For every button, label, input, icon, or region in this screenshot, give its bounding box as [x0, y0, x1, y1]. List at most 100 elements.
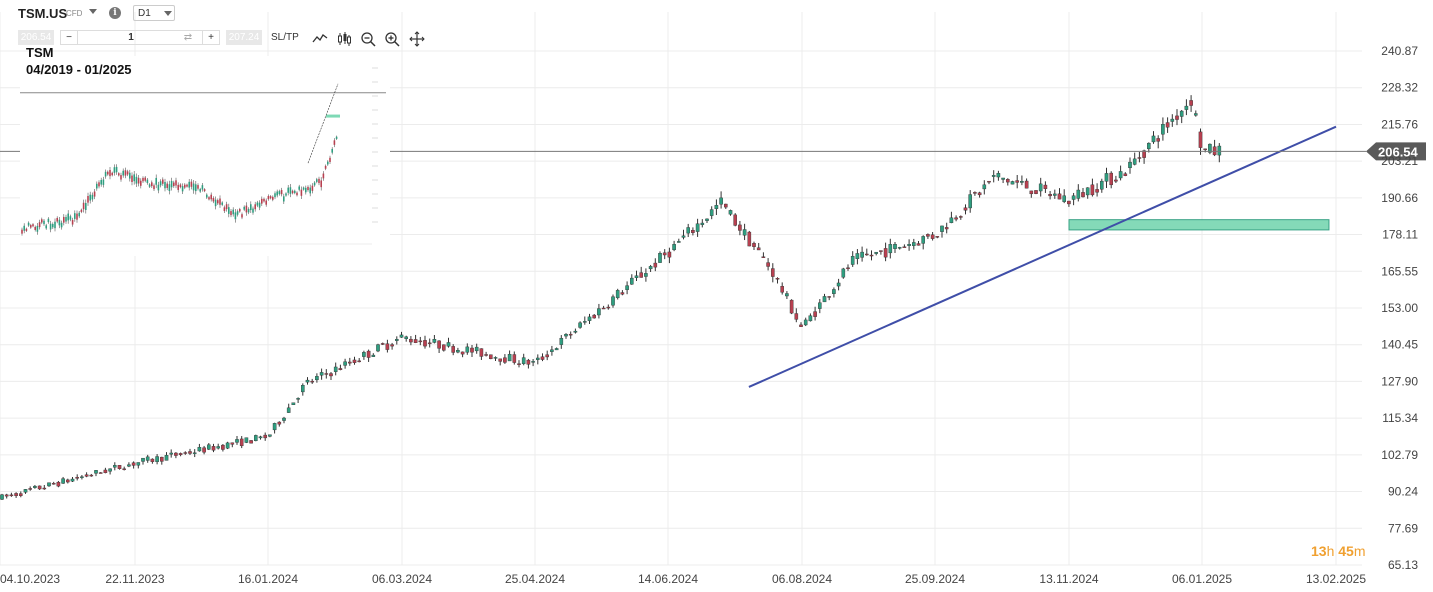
inset-candle-body	[98, 182, 100, 187]
symbol-name[interactable]: TSM.US	[18, 6, 68, 21]
candle-body	[174, 452, 178, 456]
bid-price[interactable]: 206.54	[18, 30, 54, 45]
candle-body	[996, 173, 1001, 178]
inset-candle-body	[296, 192, 298, 196]
inset-candle-body	[151, 182, 153, 187]
plus-button[interactable]: +	[202, 31, 219, 44]
candle-body	[84, 474, 89, 477]
support-zone[interactable]	[1068, 219, 1330, 231]
quantity-value[interactable]: 1	[128, 32, 134, 43]
candle-body	[4, 494, 9, 497]
inset-candle-body	[173, 182, 175, 187]
inset-candle-body	[34, 226, 36, 230]
inset-candle-body	[129, 172, 131, 179]
x-tick-label: 22.11.2023	[105, 572, 164, 586]
inset-candle-body	[30, 225, 32, 228]
inset-candle-body	[234, 212, 237, 220]
inset-candle-body	[232, 209, 234, 215]
candle-body	[1099, 180, 1104, 190]
sltp-button[interactable]: SL/TP	[271, 32, 299, 43]
inset-trendline	[307, 83, 339, 164]
inset-candle-body	[137, 177, 140, 184]
candle-body	[28, 488, 33, 490]
candle-body	[112, 465, 117, 468]
candle-body	[662, 252, 667, 256]
candle-body	[1198, 131, 1203, 148]
zoom-out-icon[interactable]	[360, 31, 376, 47]
candle-body	[926, 234, 930, 237]
inset-candle-body	[148, 184, 151, 187]
candle-body	[479, 348, 484, 357]
candle-body	[601, 307, 606, 310]
candle-body	[385, 343, 390, 350]
inset-candle-body	[212, 197, 215, 202]
inset-candle-body	[140, 180, 142, 186]
candle-body	[253, 435, 258, 442]
candle-body	[1015, 180, 1019, 183]
symbol-dropdown-icon[interactable]	[89, 9, 97, 14]
candlestick-icon[interactable]	[336, 31, 352, 47]
inset-candle-body	[298, 186, 300, 190]
candle-body	[832, 289, 836, 294]
candle-body	[559, 337, 564, 345]
inset-candle-body	[261, 198, 263, 204]
candle-body	[343, 361, 347, 366]
y-tick-label: 102.79	[1381, 448, 1418, 462]
inset-ticker: TSM	[26, 45, 54, 60]
info-icon[interactable]: i	[109, 7, 121, 19]
candle-body	[869, 254, 874, 257]
y-tick-label: 90.24	[1388, 485, 1418, 499]
inset-candle-body	[230, 211, 232, 216]
inset-candle-body	[155, 177, 157, 185]
candle-body	[23, 489, 28, 493]
instrument-bar: TSM.US CFD i D1	[0, 0, 600, 28]
crosshair-move-icon[interactable]	[409, 31, 425, 47]
candle-body	[211, 446, 216, 451]
inset-candle-body	[157, 184, 160, 191]
candle-body	[1165, 122, 1170, 128]
minus-button[interactable]: −	[61, 31, 78, 44]
candle-body	[681, 235, 686, 238]
inset-candle-body	[74, 213, 76, 219]
candle-body	[94, 470, 98, 474]
inset-candle-body	[258, 202, 261, 208]
zoom-in-icon[interactable]	[384, 31, 400, 47]
candle-body	[51, 483, 56, 485]
candle-body	[418, 340, 423, 343]
candle-body	[799, 324, 803, 327]
candle-body	[225, 442, 230, 449]
inset-candle-body	[111, 172, 113, 176]
candle-body	[127, 464, 131, 467]
inset-candle-body	[287, 187, 289, 193]
timer-hours: 13	[1311, 543, 1327, 559]
candle-body	[117, 465, 122, 469]
quantity-stepper[interactable]: − 1 ⇄ +	[60, 30, 220, 45]
candle-body	[1142, 150, 1146, 158]
inset-candle-body	[122, 170, 124, 176]
inset-candle-body	[239, 209, 241, 212]
x-tick-label: 16.01.2024	[238, 572, 298, 586]
ask-price[interactable]: 207.24	[226, 30, 262, 45]
y-tick-label: 190.66	[1381, 191, 1418, 205]
inset-candle-body	[76, 213, 78, 220]
candle-body	[446, 342, 451, 347]
inset-candle-body	[241, 214, 243, 218]
inset-candle-body	[322, 173, 325, 179]
inset-candle-body	[126, 171, 129, 175]
inset-candle-body	[252, 208, 254, 213]
candle-body	[1132, 158, 1137, 165]
candle-body	[921, 236, 925, 244]
candle-body	[724, 203, 728, 208]
candle-body	[536, 357, 540, 360]
candle-body	[80, 476, 84, 478]
line-chart-icon[interactable]	[312, 31, 328, 47]
candle-body	[47, 482, 51, 487]
trendline[interactable]	[748, 125, 1337, 388]
timeframe-select[interactable]: D1	[133, 5, 175, 21]
candle-body	[761, 256, 766, 258]
swap-icon[interactable]: ⇄	[183, 32, 193, 43]
inset-candle-body	[190, 181, 193, 187]
candle-body	[131, 462, 136, 466]
candle-body	[597, 308, 601, 316]
inset-candle-body	[144, 177, 146, 181]
